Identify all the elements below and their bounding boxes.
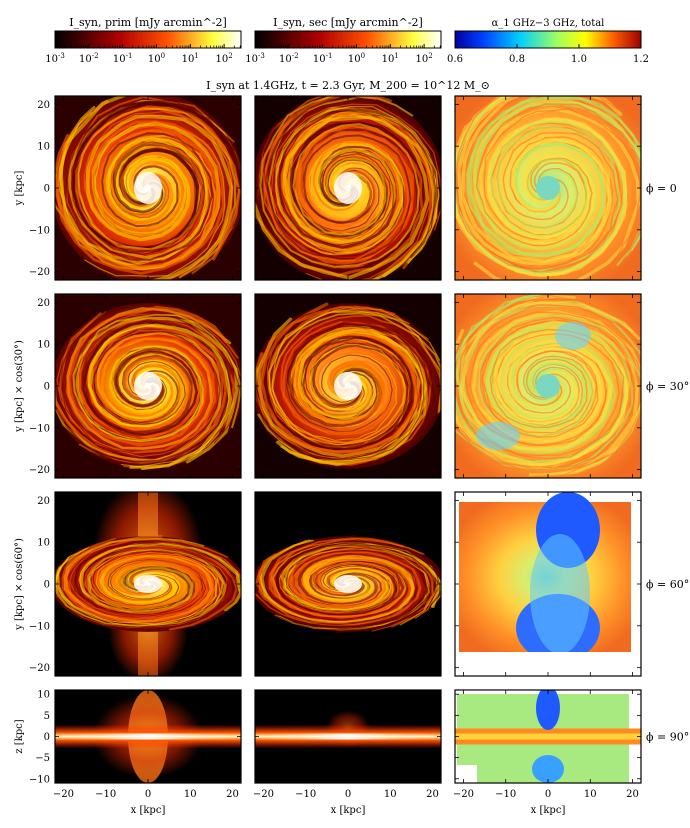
y-axis-label: y [kpc] × cos(30°) xyxy=(14,340,25,433)
colorbar-tick-label: 100 xyxy=(148,52,165,65)
y-tick-label: −5 xyxy=(35,753,50,764)
panel-grid xyxy=(54,95,642,784)
phi-label: ϕ = 0 xyxy=(646,182,677,195)
x-tick-label: 10 xyxy=(584,789,597,800)
y-tick-label: 0 xyxy=(44,382,50,393)
colorbar-tick-label: 102 xyxy=(215,52,232,65)
y-tick-label: −10 xyxy=(29,423,50,434)
y-tick-label: 20 xyxy=(37,496,50,507)
row-labels: ϕ = 0 ϕ = 30° ϕ = 60° ϕ = 90° xyxy=(646,182,689,744)
colorbar-sec-label: I_syn, sec [mJy arcmin^-2] xyxy=(273,16,423,29)
colorbar-tick-label: 0.8 xyxy=(509,54,525,65)
colorbar-tick-label: 10-3 xyxy=(245,52,265,65)
colorbar-tick-label: 101 xyxy=(382,52,399,65)
panel-sec-tilt60 xyxy=(255,492,441,676)
colorbar-tick-label: 10-2 xyxy=(279,52,299,65)
phi-label: ϕ = 60° xyxy=(646,578,689,591)
x-tick-label: 0 xyxy=(345,789,351,800)
x-axis-label: x [kpc] xyxy=(531,805,566,816)
y-axis-label: z [kpc] xyxy=(14,719,25,753)
x-tick-label: −10 xyxy=(495,789,516,800)
y-tick-label: 20 xyxy=(37,298,50,309)
y-tick-label: −20 xyxy=(29,267,50,278)
x-tick-label: −20 xyxy=(453,789,474,800)
panel-prim-face xyxy=(55,96,241,280)
y-tick-label: 10 xyxy=(37,538,50,549)
panel-sec-tilt30 xyxy=(255,294,441,478)
phi-label: ϕ = 90° xyxy=(646,731,689,744)
y-axis-label: y [kpc] × cos(60°) xyxy=(14,538,25,631)
colorbar-alpha xyxy=(454,30,642,49)
colorbar-tick-label: 1.2 xyxy=(633,54,649,65)
x-tick-label: −10 xyxy=(295,789,316,800)
x-tick-label: 20 xyxy=(426,789,439,800)
panel-prim-edge xyxy=(55,690,241,783)
x-tick-label: 10 xyxy=(384,789,397,800)
panel-alpha-tilt60 xyxy=(455,492,641,676)
y-tick-label: −20 xyxy=(29,465,50,476)
panel-alpha-face xyxy=(455,96,641,280)
x-tick-label: 0 xyxy=(145,789,151,800)
x-axis-label: x [kpc] xyxy=(131,805,166,816)
colorbar-prim xyxy=(54,30,242,49)
x-tick-label: 0 xyxy=(545,789,551,800)
colorbar-tick-label: 102 xyxy=(415,52,432,65)
y-tick-label: −10 xyxy=(29,774,50,785)
panel-alpha-tilt30 xyxy=(455,294,641,478)
colorbar-tick-label: 10-1 xyxy=(113,52,133,65)
panel-sec-face xyxy=(255,96,441,280)
y-tick-label: 10 xyxy=(37,142,50,153)
colorbar-tick-label: 10-3 xyxy=(45,52,65,65)
colorbar-tick-label: 100 xyxy=(348,52,365,65)
x-axis-label: x [kpc] xyxy=(331,805,366,816)
y-axis-label: y [kpc] xyxy=(14,171,25,207)
colorbar-sec xyxy=(254,30,442,49)
colorbar-alpha-label: α_1 GHz−3 GHz, total xyxy=(492,18,605,29)
colorbar-tick-label: 10-2 xyxy=(79,52,99,65)
figure-title: I_syn at 1.4GHz, t = 2.3 Gyr, M_200 = 10… xyxy=(206,79,490,92)
panel-sec-edge xyxy=(255,690,441,783)
y-tick-label: 20 xyxy=(37,100,50,111)
y-tick-label: 0 xyxy=(44,580,50,591)
y-tick-label: 5 xyxy=(44,711,50,722)
y-tick-label: −20 xyxy=(29,663,50,674)
colorbar-tick-label: 1.0 xyxy=(571,54,587,65)
x-tick-label: 10 xyxy=(184,789,197,800)
x-tick-label: −10 xyxy=(95,789,116,800)
y-tick-label: 0 xyxy=(44,732,50,743)
panel-alpha-edge xyxy=(455,690,641,783)
colorbar-prim-label: I_syn, prim [mJy arcmin^-2] xyxy=(69,16,227,29)
panel-prim-tilt60 xyxy=(55,492,241,676)
x-tick-label: 20 xyxy=(626,789,639,800)
colorbar-tick-label: 101 xyxy=(182,52,199,65)
colorbar-tick-label: 10-1 xyxy=(313,52,333,65)
y-tick-label: 10 xyxy=(37,340,50,351)
y-tick-label: −10 xyxy=(29,225,50,236)
panel-prim-tilt30 xyxy=(55,294,241,478)
colorbar-tick-label: 0.6 xyxy=(447,54,463,65)
x-tick-label: −20 xyxy=(53,789,74,800)
phi-label: ϕ = 30° xyxy=(646,380,689,393)
x-tick-label: −20 xyxy=(253,789,274,800)
y-tick-label: 10 xyxy=(37,690,50,701)
y-tick-label: −10 xyxy=(29,621,50,632)
x-tick-label: 20 xyxy=(226,789,239,800)
y-tick-label: 0 xyxy=(44,184,50,195)
